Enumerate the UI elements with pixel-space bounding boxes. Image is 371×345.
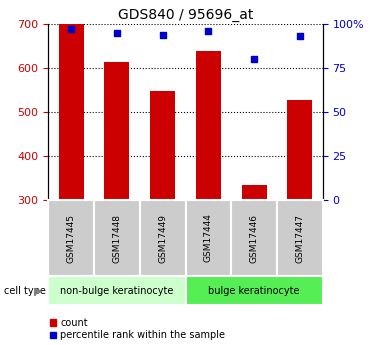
Bar [277,200,323,276]
Text: non-bulge keratinocyte: non-bulge keratinocyte [60,286,174,296]
Bar [140,200,186,276]
Point [68,27,74,32]
Title: GDS840 / 95696_at: GDS840 / 95696_at [118,8,253,22]
Point [251,57,257,62]
Bar [59,24,84,200]
Text: GSM17446: GSM17446 [250,214,259,263]
Point [160,32,165,38]
Bar [231,200,277,276]
Text: GSM17449: GSM17449 [158,214,167,263]
Text: GSM17447: GSM17447 [295,214,304,263]
Bar [186,200,231,276]
Point [297,34,303,39]
Bar [242,185,267,200]
Text: GSM17444: GSM17444 [204,214,213,263]
Bar [287,100,312,200]
Point [114,30,120,36]
Point [206,28,211,34]
Bar [150,91,175,200]
Bar [94,200,140,276]
Text: cell type: cell type [4,286,46,296]
Text: GSM17448: GSM17448 [112,214,121,263]
Text: bulge keratinocyte: bulge keratinocyte [209,286,300,296]
Text: ▶: ▶ [35,286,43,296]
Bar [186,276,323,305]
Bar [196,51,221,200]
Text: GSM17445: GSM17445 [67,214,76,263]
Bar [48,200,94,276]
Bar [104,61,129,200]
Legend: count, percentile rank within the sample: count, percentile rank within the sample [46,314,229,344]
Bar [48,276,186,305]
